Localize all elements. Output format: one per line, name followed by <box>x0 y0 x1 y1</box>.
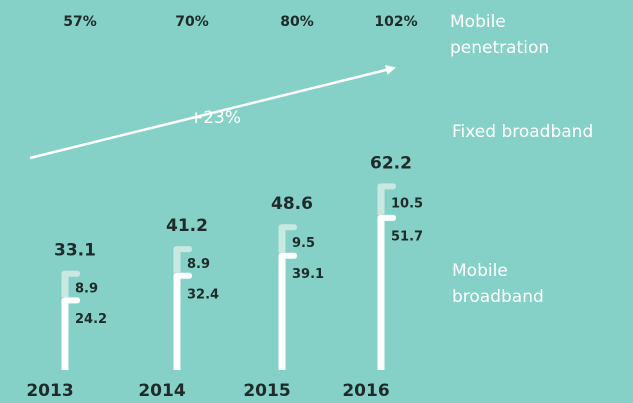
total-label: 41.2 <box>166 216 208 236</box>
total-label: 33.1 <box>54 241 96 261</box>
value-label: 39.1 <box>292 267 324 282</box>
x-tick-label: 2016 <box>342 381 389 401</box>
penetration-label: Mobile penetration <box>450 12 550 58</box>
penetration-value: 57% <box>63 14 97 30</box>
penetration-value: 70% <box>175 14 209 30</box>
bar-segment <box>61 297 80 370</box>
value-label: 9.5 <box>292 236 315 251</box>
penetration-value: 80% <box>280 14 314 30</box>
value-label: 10.5 <box>391 197 423 212</box>
penetration-value: 102% <box>374 14 417 30</box>
annotation: +23% <box>189 108 241 128</box>
total-label: 62.2 <box>370 153 412 173</box>
bar-segment <box>173 246 192 273</box>
legend-fixed: Fixed broadband <box>452 122 594 142</box>
value-label: 8.9 <box>75 282 98 297</box>
trend-arrow <box>29 65 396 160</box>
value-label: 8.9 <box>187 257 210 272</box>
value-label: 51.7 <box>391 229 423 244</box>
bar-segment <box>278 252 297 370</box>
x-tick-label: 2013 <box>26 381 73 401</box>
bar-segment <box>173 272 192 370</box>
x-tick-label: 2014 <box>138 381 185 401</box>
bar-segment <box>377 214 396 370</box>
legend-mobile: Mobile broadband <box>452 261 544 307</box>
bar-segment <box>377 183 396 215</box>
value-label: 24.2 <box>75 312 107 327</box>
bar-segment <box>61 270 80 298</box>
x-tick-label: 2015 <box>243 381 290 401</box>
bar-segment <box>278 224 297 253</box>
value-label: 32.4 <box>187 287 219 302</box>
total-label: 48.6 <box>271 194 313 214</box>
